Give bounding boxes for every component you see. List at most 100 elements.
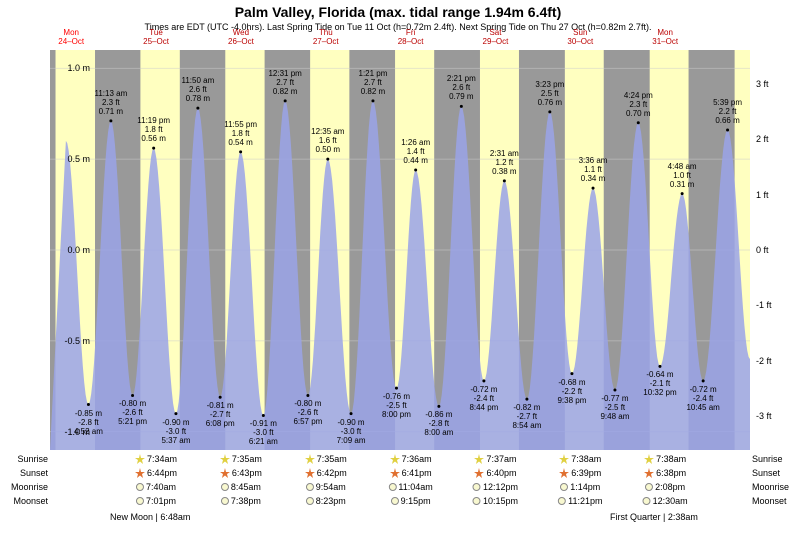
time-text: 12:30am xyxy=(653,496,688,506)
low-tide-label: -0.90 m-3.0 ft5:37 am xyxy=(161,418,190,445)
tide-extreme-dot xyxy=(525,398,528,401)
moonset-cell: 9:15pm xyxy=(391,496,431,506)
tide-extreme-dot xyxy=(395,387,398,390)
day-header: Tue25–Oct xyxy=(143,28,169,46)
star-icon xyxy=(305,468,315,478)
high-tide-label: 3:23 pm2.5 ft0.76 m xyxy=(535,80,564,107)
moon-icon xyxy=(136,483,144,491)
star-icon xyxy=(644,468,654,478)
row-label: Moonset xyxy=(752,496,796,506)
low-tide-label: -0.81 m-2.7 ft6:08 pm xyxy=(206,401,235,428)
tide-extreme-dot xyxy=(239,150,242,153)
tide-extreme-dot xyxy=(371,99,374,102)
moon-icon xyxy=(473,483,481,491)
time-text: 7:01pm xyxy=(146,496,176,506)
low-tide-label: -0.72 m-2.4 ft8:44 pm xyxy=(469,385,498,412)
low-tide-label: -0.76 m-2.5 ft8:00 pm xyxy=(382,392,411,419)
star-icon xyxy=(390,468,400,478)
y-tick-ft: 3 ft xyxy=(756,79,796,89)
star-icon xyxy=(474,454,484,464)
moonset-cell: 8:23pm xyxy=(306,496,346,506)
star-icon xyxy=(559,454,569,464)
tide-extreme-dot xyxy=(109,119,112,122)
moon-icon xyxy=(388,483,396,491)
low-tide-label: -0.72 m-2.4 ft10:45 am xyxy=(686,385,719,412)
day-header: Thu27–Oct xyxy=(313,28,339,46)
tide-extreme-dot xyxy=(726,129,729,132)
y-tick-ft: -2 ft xyxy=(756,356,796,366)
day-header: Mon24–Oct xyxy=(58,28,84,46)
high-tide-label: 1:26 am1.4 ft0.44 m xyxy=(401,138,430,165)
low-tide-label: -0.90 m-3.0 ft7:09 am xyxy=(337,418,366,445)
time-text: 9:54am xyxy=(316,482,346,492)
first-quarter-text: First Quarter | 2:38am xyxy=(610,512,698,522)
row-label: Sunset xyxy=(2,468,48,478)
sunset-cell: 6:39pm xyxy=(559,468,601,478)
high-tide-label: 5:39 pm2.2 ft0.66 m xyxy=(713,98,742,125)
low-tide-label: -0.82 m-2.7 ft8:54 am xyxy=(512,403,541,430)
y-tick-ft: 1 ft xyxy=(756,190,796,200)
row-label: Sunrise xyxy=(752,454,796,464)
moonrise-cell: 1:14pm xyxy=(560,482,600,492)
time-text: 1:14pm xyxy=(570,482,600,492)
row-label: Sunset xyxy=(752,468,796,478)
moonset-cell: 7:01pm xyxy=(136,496,176,506)
high-tide-label: 12:31 pm2.7 ft0.82 m xyxy=(268,69,301,96)
row-label: Sunrise xyxy=(2,454,48,464)
tide-extreme-dot xyxy=(592,187,595,190)
moon-icon xyxy=(306,497,314,505)
time-text: 6:44pm xyxy=(147,468,177,478)
chart-title: Palm Valley, Florida (max. tidal range 1… xyxy=(0,4,796,20)
star-icon xyxy=(220,468,230,478)
star-icon xyxy=(474,468,484,478)
time-text: 7:38am xyxy=(656,454,686,464)
moonrise-cell: 2:08pm xyxy=(645,482,685,492)
sunrise-cell: 7:35am xyxy=(220,454,262,464)
sunset-cell: 6:42pm xyxy=(305,468,347,478)
time-text: 6:40pm xyxy=(486,468,516,478)
tide-extreme-dot xyxy=(460,105,463,108)
time-text: 12:12pm xyxy=(483,482,518,492)
sunset-cell: 6:44pm xyxy=(135,468,177,478)
star-icon xyxy=(220,454,230,464)
tide-extreme-dot xyxy=(174,412,177,415)
sunset-cell: 6:43pm xyxy=(220,468,262,478)
low-tide-label: -0.80 m-2.6 ft6:57 pm xyxy=(293,399,322,426)
sunrise-cell: 7:36am xyxy=(390,454,432,464)
moon-icon xyxy=(558,497,566,505)
time-text: 7:37am xyxy=(486,454,516,464)
moon-icon xyxy=(221,483,229,491)
moonrise-cell: 11:04am xyxy=(388,482,432,492)
star-icon xyxy=(135,468,145,478)
star-icon xyxy=(644,454,654,464)
moonrise-cell: 12:12pm xyxy=(473,482,518,492)
high-tide-label: 12:35 am1.6 ft0.50 m xyxy=(311,127,344,154)
high-tide-label: 2:31 am1.2 ft0.38 m xyxy=(490,149,519,176)
moonrise-cell: 9:54am xyxy=(306,482,346,492)
y-tick-m: 0.5 m xyxy=(50,154,90,164)
moonset-cell: 7:38pm xyxy=(221,496,261,506)
moon-icon xyxy=(136,497,144,505)
moon-icon xyxy=(645,483,653,491)
day-header: Sat29–Oct xyxy=(483,28,509,46)
time-text: 11:21pm xyxy=(568,496,602,506)
moon-icon xyxy=(306,483,314,491)
tide-extreme-dot xyxy=(570,372,573,375)
tide-extreme-dot xyxy=(414,169,417,172)
time-text: 7:38am xyxy=(571,454,601,464)
day-header: Sun30–Oct xyxy=(567,28,593,46)
time-text: 7:35am xyxy=(232,454,262,464)
time-text: 11:04am xyxy=(398,482,432,492)
low-tide-label: -0.77 m-2.5 ft9:48 am xyxy=(600,394,629,421)
time-text: 6:41pm xyxy=(402,468,432,478)
moonset-cell: 12:30am xyxy=(643,496,688,506)
row-label: Moonrise xyxy=(752,482,796,492)
time-text: 6:42pm xyxy=(317,468,347,478)
time-text: 2:08pm xyxy=(655,482,685,492)
sunrise-cell: 7:35am xyxy=(305,454,347,464)
low-tide-label: -0.80 m-2.6 ft5:21 pm xyxy=(118,399,147,426)
tide-extreme-dot xyxy=(284,99,287,102)
high-tide-label: 11:55 pm1.8 ft0.54 m xyxy=(224,120,257,147)
tide-extreme-dot xyxy=(613,389,616,392)
high-tide-label: 11:13 am2.3 ft0.71 m xyxy=(94,89,127,116)
